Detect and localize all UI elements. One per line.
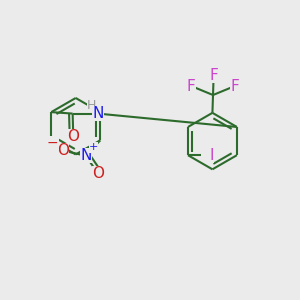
Text: O: O xyxy=(67,129,79,144)
Text: O: O xyxy=(92,166,104,181)
Text: +: + xyxy=(89,142,98,152)
Text: I: I xyxy=(209,148,214,163)
Text: O: O xyxy=(57,143,69,158)
Text: F: F xyxy=(187,79,196,94)
Text: N: N xyxy=(80,148,92,163)
Text: F: F xyxy=(209,68,218,83)
Text: H: H xyxy=(87,99,96,112)
Text: N: N xyxy=(92,106,103,121)
Text: −: − xyxy=(47,136,58,150)
Text: F: F xyxy=(230,79,239,94)
